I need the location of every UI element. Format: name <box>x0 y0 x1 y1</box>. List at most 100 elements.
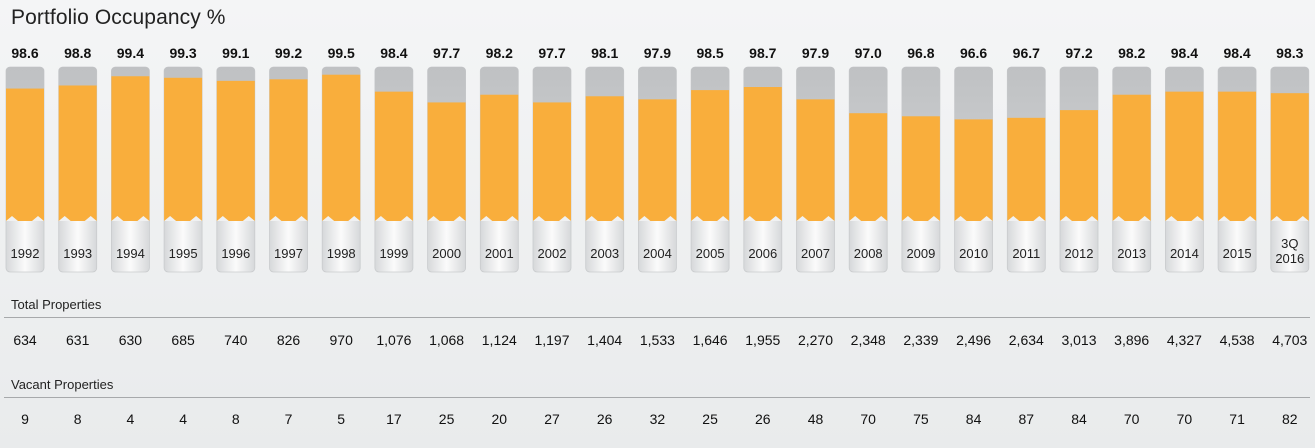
data-label: 99.4 <box>117 45 144 61</box>
data-label: 96.6 <box>960 45 987 61</box>
vacant-properties-cell: 5 <box>337 411 346 427</box>
bar-group-10: 97.7 2002 <box>532 45 572 273</box>
bar-notch <box>32 216 44 221</box>
vacant-properties-cell: 9 <box>21 411 29 427</box>
bar <box>954 119 993 221</box>
bar-group-1: 98.8 1993 <box>58 45 98 273</box>
vacant-properties-cell: 84 <box>965 411 982 427</box>
data-label: 98.1 <box>591 45 618 61</box>
data-label: 98.4 <box>1171 45 1198 61</box>
bar <box>111 76 150 222</box>
vacant-properties-cell: 70 <box>860 411 876 427</box>
bar-notch <box>1296 216 1309 221</box>
data-label: 98.2 <box>1118 45 1145 61</box>
tick-label: 1998 <box>327 246 356 261</box>
bar-group-21: 98.2 2013 <box>1112 45 1152 273</box>
bar-notch <box>611 216 624 221</box>
bar-notch <box>1007 216 1020 221</box>
tick-label: 1993 <box>63 246 92 261</box>
bar-notch <box>533 216 545 221</box>
bar-notch <box>849 216 862 221</box>
bar-notch <box>796 216 809 221</box>
bar-group-12: 97.9 2004 <box>638 45 677 273</box>
bar <box>1270 93 1309 221</box>
bar-notch <box>427 216 440 221</box>
bar-notch <box>84 216 97 221</box>
bar <box>1112 94 1151 221</box>
vacant-properties-cell: 7 <box>284 411 293 427</box>
vacant-properties-rule <box>4 397 1310 398</box>
vacant-properties-cell: 27 <box>544 411 560 427</box>
total-properties-cell: 4,703 <box>1272 332 1308 348</box>
bar <box>1165 91 1204 221</box>
tick-label: 2005 <box>696 246 725 261</box>
bar-notch <box>269 216 282 221</box>
bar-notch <box>901 216 914 221</box>
bar-group-15: 97.9 2007 <box>796 45 835 273</box>
bar-notch <box>1060 216 1072 221</box>
tick-label: 2012 <box>1065 246 1094 261</box>
bar <box>216 80 255 221</box>
bar <box>164 77 203 221</box>
tick-label: 1996 <box>221 246 250 261</box>
bar <box>638 99 677 221</box>
bar-group-20: 97.2 2012 <box>1059 45 1099 273</box>
vacant-properties-cell: 26 <box>755 411 771 427</box>
vacant-properties-cell: 4 <box>126 411 135 427</box>
tick-label: 2004 <box>643 246 672 261</box>
bar-group-4: 99.1 1996 <box>216 45 256 273</box>
bar-notch <box>664 216 677 221</box>
bar-notch <box>717 216 730 221</box>
total-properties-cell: 826 <box>276 332 301 348</box>
vacant-properties-cell: 25 <box>438 411 455 427</box>
bar <box>1060 110 1098 221</box>
data-label: 98.8 <box>64 45 91 61</box>
bar-group-7: 98.4 1999 <box>374 45 414 273</box>
tick-label: 2009 <box>906 246 935 261</box>
vacant-properties-row: 9 8 4 4 8 7 5 17 25 20 27 26 32 25 26 48 70 75 84 87 84 70 70 7… <box>0 409 1315 429</box>
vacant-properties-cell: 71 <box>1229 411 1245 427</box>
bar-notch <box>164 216 177 221</box>
total-properties-cell: 1,646 <box>692 332 728 348</box>
tick-label: 2016 <box>1275 251 1304 266</box>
bar <box>533 102 571 221</box>
data-label: 97.2 <box>1065 45 1092 61</box>
data-label: 98.3 <box>1276 45 1303 61</box>
bar-notch <box>559 216 571 221</box>
vacant-properties-cell: 17 <box>386 411 402 427</box>
bar <box>1007 117 1046 221</box>
vacant-properties-label: Vacant Properties <box>11 377 114 392</box>
bar-notch <box>980 216 993 221</box>
total-properties-cell: 1,197 <box>534 332 570 348</box>
bar-group-6: 99.5 1998 <box>321 45 361 273</box>
data-label: 99.5 <box>328 45 355 61</box>
tick-label: 2011 <box>1012 246 1040 261</box>
bar-group-19: 96.7 2011 <box>1006 45 1046 273</box>
bar-notch <box>1033 216 1046 221</box>
total-properties-cell: 631 <box>66 332 90 348</box>
bar-group-0: 98.6 1992 <box>5 45 45 273</box>
tick-label: 2008 <box>854 246 883 261</box>
bar-notch <box>400 216 413 221</box>
total-properties-cell: 1,955 <box>745 332 781 348</box>
tick-label: 2010 <box>959 246 988 261</box>
tick-label: 2001 <box>485 246 514 261</box>
vacant-properties-cell: 82 <box>1282 411 1298 427</box>
bar-notch <box>453 216 466 221</box>
total-properties-cell: 1,076 <box>376 332 412 348</box>
data-label: 97.7 <box>433 45 460 61</box>
bar-notch <box>769 216 782 221</box>
data-label: 98.5 <box>696 45 723 61</box>
tick-label: 1999 <box>379 246 408 261</box>
bar-group-14: 98.7 2006 <box>743 45 783 273</box>
bar-notch <box>585 216 598 221</box>
tick-label: 2014 <box>1170 246 1199 261</box>
vacant-properties-cell: 8 <box>73 411 82 427</box>
data-label: 99.1 <box>222 45 249 61</box>
data-label: 96.8 <box>907 45 934 61</box>
bar-group-22: 98.4 2014 <box>1165 45 1204 273</box>
data-label: 97.9 <box>644 45 671 61</box>
data-label: 98.4 <box>1223 45 1250 61</box>
bar-notch <box>691 216 704 221</box>
total-properties-cell: 740 <box>224 332 248 348</box>
